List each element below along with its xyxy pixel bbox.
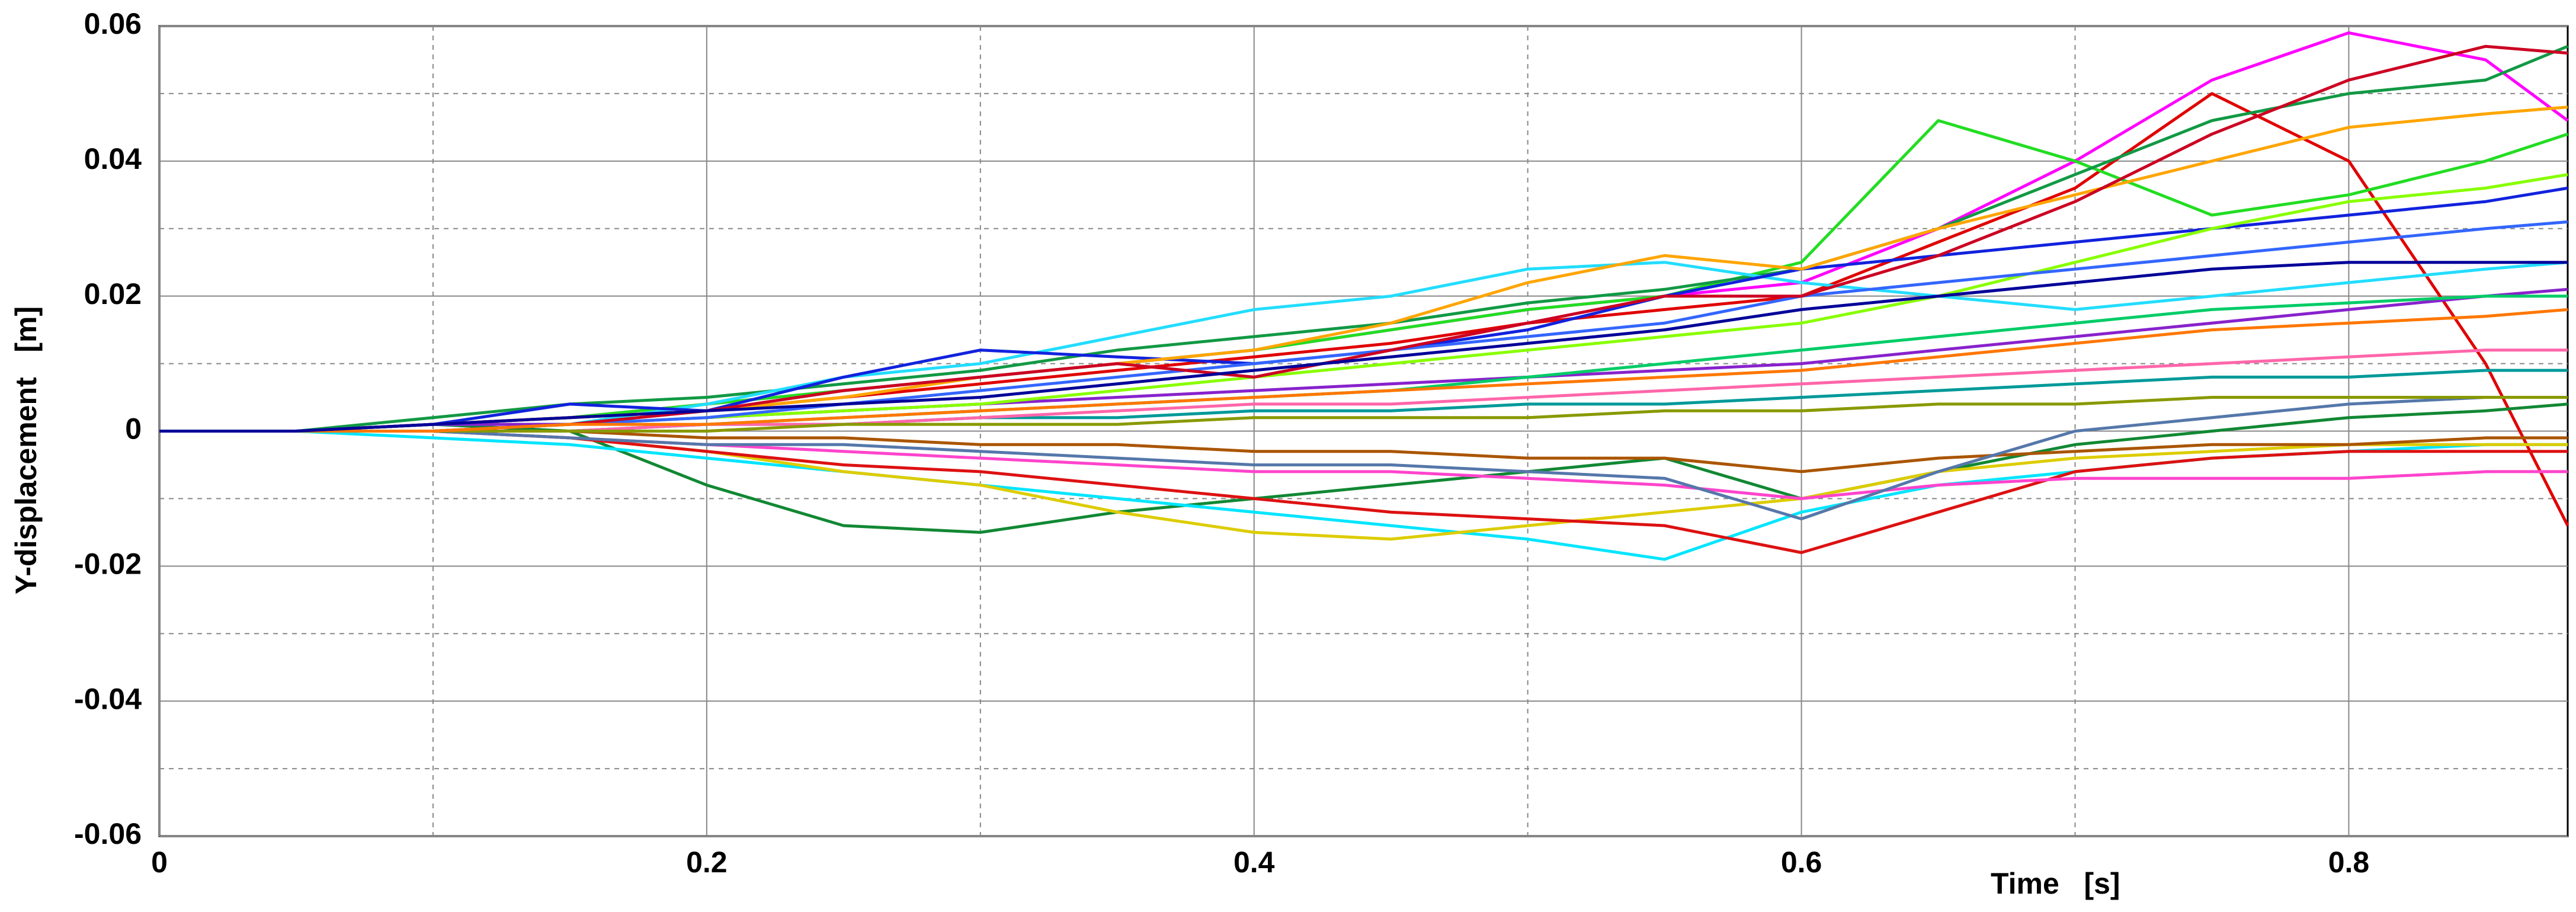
y-tick-label: 0 — [125, 412, 142, 446]
y-tick-label: -0.04 — [74, 682, 142, 715]
x-tick-label: 0.8 — [2328, 846, 2370, 879]
y-tick-label: 0.06 — [84, 7, 142, 40]
x-tick-label: 0.2 — [686, 846, 728, 879]
y-tick-label: 0.02 — [84, 277, 142, 311]
series-line — [159, 396, 2568, 433]
y-axis-label: Y-displacement [m] — [9, 306, 43, 594]
x-tick-label: 0 — [151, 846, 168, 879]
y-tick-label: 0.04 — [84, 142, 142, 175]
series-line — [159, 261, 2568, 433]
series-line — [159, 396, 2568, 521]
x-axis-label: Time [s] — [1991, 867, 2120, 900]
x-tick-label: 0.4 — [1233, 846, 1275, 879]
y-tick-label: -0.02 — [74, 548, 142, 581]
lines — [159, 31, 2569, 561]
x-tick-label: 0.6 — [1781, 846, 1822, 879]
series-line — [159, 308, 2568, 433]
y-tick-label: -0.06 — [74, 817, 142, 850]
